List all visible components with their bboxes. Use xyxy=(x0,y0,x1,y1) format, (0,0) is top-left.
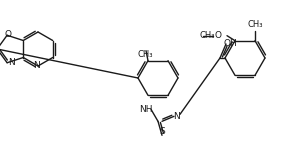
Text: OH: OH xyxy=(223,40,237,48)
Text: CH₃: CH₃ xyxy=(199,31,215,40)
Text: NH: NH xyxy=(139,105,153,114)
Text: O: O xyxy=(214,31,221,40)
Text: N: N xyxy=(174,112,180,121)
Text: N: N xyxy=(34,61,40,71)
Text: N: N xyxy=(8,58,15,67)
Text: S: S xyxy=(159,127,165,136)
Text: CH₃: CH₃ xyxy=(247,20,263,29)
Text: CH₃: CH₃ xyxy=(137,50,153,59)
Text: O: O xyxy=(5,30,12,39)
